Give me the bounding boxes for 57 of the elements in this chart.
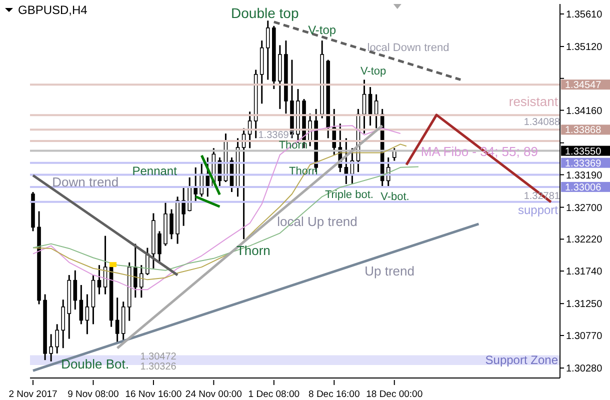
ref-line-label: 1.34547	[565, 80, 602, 92]
x-tick-label: 2 Nov 2017	[8, 389, 58, 400]
annotation: local Down trend	[367, 42, 450, 54]
annotation: Thorn	[236, 243, 270, 258]
candlestick	[133, 243, 138, 298]
candlestick	[55, 323, 59, 354]
ref-line-label: 1.33868	[565, 125, 602, 136]
annotation: 1.30472	[140, 352, 177, 363]
candlestick	[97, 264, 102, 296]
annotation: Double top	[231, 5, 299, 22]
y-tick-label: 1.34160	[566, 106, 603, 117]
candlestick	[79, 284, 84, 325]
y-tick-label: 1.31250	[566, 299, 603, 310]
y-tick-label: 1.30770	[566, 331, 603, 342]
x-tick-label: 16 Nov 16:00	[125, 389, 182, 400]
x-tick-label: 18 Dec 00:00	[366, 389, 423, 400]
candlestick	[188, 176, 192, 212]
annotation: Thorn	[278, 140, 308, 152]
ref-line-label: 1.34088	[524, 117, 560, 128]
annotation: Down trend	[52, 174, 119, 190]
x-tick-label: 8 Dec 16:00	[308, 389, 360, 400]
ref-line-label: 1.33006	[565, 182, 602, 194]
x-tick-label: 9 Nov 08:00	[68, 389, 119, 400]
band-label: Support Zone	[485, 353, 558, 368]
x-tick-label: 24 Nov 00:00	[185, 389, 242, 400]
y-tick-label: 1.33190	[566, 170, 603, 182]
candlestick	[266, 20, 270, 80]
annotation: V-top	[308, 23, 336, 38]
ref-line-label: 1.33550	[565, 146, 602, 158]
ref-line-label: 1.33369	[565, 158, 602, 170]
y-tick-label: 1.35610	[566, 10, 603, 21]
candlestick	[115, 296, 120, 344]
annotation: 1.30326	[140, 362, 177, 373]
y-tick-label: 1.32220	[566, 234, 603, 246]
y-tick-label: 1.35120	[566, 42, 603, 54]
candlestick	[170, 208, 174, 240]
y-tick-label: 1.32700	[566, 202, 603, 214]
candlestick	[61, 298, 66, 349]
y-tick-label: 1.30280	[566, 364, 603, 375]
candlestick	[158, 230, 162, 264]
candlestick	[85, 294, 90, 335]
annotation: V-bot.	[380, 190, 410, 203]
candlestick	[194, 166, 198, 203]
candlestick	[73, 270, 78, 310]
annotation: Up trend	[364, 264, 414, 279]
annotation: V-top	[360, 65, 386, 78]
annotation: Double Bot.	[61, 356, 130, 372]
annotation: support	[518, 203, 559, 218]
candlestick	[182, 186, 186, 227]
chart-title: GBPUSD,H4	[18, 3, 88, 17]
candlestick	[140, 264, 144, 298]
candlestick	[49, 333, 53, 362]
annotation: Triple bot.	[324, 188, 374, 201]
y-tick-label: 1.31740	[566, 266, 603, 278]
annotation: resistant	[508, 94, 558, 110]
annotation: Pennant	[132, 164, 178, 178]
x-tick-label: 1 Dec 08:00	[248, 389, 300, 400]
